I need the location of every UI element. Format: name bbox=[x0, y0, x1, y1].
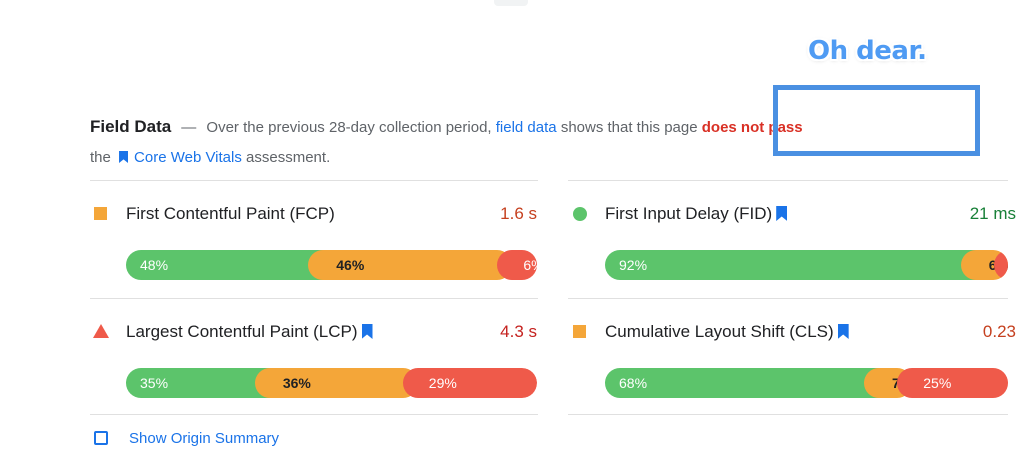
bookmark-icon[interactable] bbox=[837, 324, 849, 339]
bar-good-label: 68% bbox=[619, 375, 648, 391]
field-data-link[interactable]: field data bbox=[495, 119, 557, 136]
callout-annotation: Oh dear. bbox=[808, 36, 927, 66]
metric-header: Largest Contentful Paint (LCP) 4.3 s bbox=[91, 319, 537, 345]
metric-fid: First Input Delay (FID) 21 ms 92% 6% 2% bbox=[570, 195, 1016, 305]
metric-value: 4.3 s bbox=[500, 322, 537, 341]
metric-name-text: First Input Delay (FID) bbox=[605, 204, 773, 223]
bookmark-icon[interactable] bbox=[776, 206, 788, 221]
bar-good-segment: 68% bbox=[605, 368, 880, 398]
divider bbox=[568, 414, 1008, 415]
bar-good-segment: 48% bbox=[126, 250, 324, 280]
section-title: Field Data bbox=[90, 117, 172, 136]
metric-header: First Contentful Paint (FCP) 1.6 s bbox=[91, 201, 537, 227]
good-circle-icon bbox=[573, 207, 587, 221]
metric-value: 0.23 bbox=[982, 322, 1016, 341]
show-origin-summary-label[interactable]: Show Origin Summary bbox=[129, 430, 280, 447]
distribution-bar: 68% 7% 25% bbox=[605, 368, 1008, 398]
bar-poor-segment: 25% bbox=[897, 368, 1008, 398]
bar-poor-segment: 29% bbox=[402, 368, 537, 398]
origin-summary-checkbox[interactable] bbox=[94, 431, 108, 445]
highlight-box-annotation bbox=[773, 85, 980, 156]
metric-header: Cumulative Layout Shift (CLS) 0.23 bbox=[570, 319, 1016, 345]
divider bbox=[90, 180, 538, 181]
bar-good-label: 48% bbox=[140, 257, 169, 273]
intro-text-1: Over the previous 28-day collection peri… bbox=[206, 119, 492, 136]
divider bbox=[568, 180, 1008, 181]
metric-name-text: Cumulative Layout Shift (CLS) bbox=[605, 322, 834, 341]
metric-name-text: Largest Contentful Paint (LCP) bbox=[126, 322, 358, 341]
metric-name: Cumulative Layout Shift (CLS) bbox=[605, 322, 849, 342]
intro-text-4: assessment. bbox=[246, 149, 331, 166]
distribution-bar: 92% 6% 2% bbox=[605, 250, 1008, 280]
divider bbox=[90, 414, 538, 415]
bar-good-segment: 92% bbox=[605, 250, 976, 280]
separator-dash: — bbox=[181, 119, 197, 136]
metric-value: 1.6 s bbox=[500, 204, 537, 223]
bar-average-label: 46% bbox=[336, 257, 365, 273]
bar-poor-label: 6% bbox=[523, 257, 537, 273]
top-tab bbox=[494, 0, 528, 6]
bar-poor-label: 25% bbox=[923, 375, 952, 391]
metric-name-text: First Contentful Paint (FCP) bbox=[126, 204, 335, 223]
bar-average-segment: 46% bbox=[308, 250, 513, 280]
bar-poor-label: 29% bbox=[428, 375, 457, 391]
bar-good-label: 35% bbox=[140, 375, 169, 391]
field-data-intro: Field Data — Over the previous 28-day col… bbox=[90, 112, 950, 173]
bookmark-icon bbox=[119, 151, 129, 163]
bar-poor-segment: 2% bbox=[993, 250, 1008, 280]
bar-good-label: 92% bbox=[619, 257, 648, 273]
average-square-icon bbox=[94, 207, 107, 220]
poor-triangle-icon bbox=[93, 324, 109, 338]
bar-average-segment: 36% bbox=[254, 368, 418, 398]
metric-lcp: Largest Contentful Paint (LCP) 4.3 s 35%… bbox=[91, 313, 537, 423]
metric-header: First Input Delay (FID) 21 ms bbox=[570, 201, 1016, 227]
metric-name: Largest Contentful Paint (LCP) bbox=[126, 322, 373, 342]
divider bbox=[568, 298, 1008, 299]
core-web-vitals-link[interactable]: Core Web Vitals bbox=[134, 149, 242, 166]
distribution-bar: 48% 46% 6% bbox=[126, 250, 537, 280]
divider bbox=[90, 298, 538, 299]
metric-name: First Input Delay (FID) bbox=[605, 204, 788, 224]
bar-average-label: 36% bbox=[282, 375, 311, 391]
bar-poor-segment: 6% bbox=[497, 250, 537, 280]
metric-name: First Contentful Paint (FCP) bbox=[126, 204, 335, 224]
average-square-icon bbox=[573, 325, 586, 338]
intro-text-3: the bbox=[90, 149, 111, 166]
metric-value: 21 ms bbox=[969, 204, 1016, 223]
metric-fcp: First Contentful Paint (FCP) 1.6 s 48% 4… bbox=[91, 195, 537, 305]
metric-cls: Cumulative Layout Shift (CLS) 0.23 68% 7… bbox=[570, 313, 1016, 423]
bookmark-icon[interactable] bbox=[361, 324, 373, 339]
bar-good-segment: 35% bbox=[126, 368, 270, 398]
distribution-bar: 35% 36% 29% bbox=[126, 368, 537, 398]
intro-text-2: shows that this page bbox=[560, 119, 698, 136]
